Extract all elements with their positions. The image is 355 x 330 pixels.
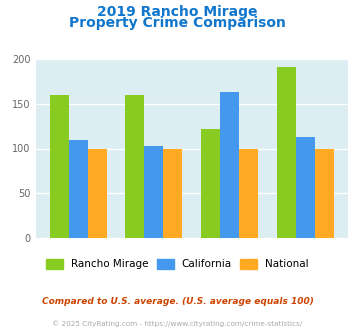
Text: © 2025 CityRating.com - https://www.cityrating.com/crime-statistics/: © 2025 CityRating.com - https://www.city… <box>53 320 302 327</box>
Bar <box>163 148 182 238</box>
Text: Compared to U.S. average. (U.S. average equals 100): Compared to U.S. average. (U.S. average … <box>42 297 313 306</box>
Bar <box>88 148 106 238</box>
Bar <box>296 137 315 238</box>
Bar <box>277 67 296 238</box>
Legend: Rancho Mirage, California, National: Rancho Mirage, California, National <box>42 255 313 274</box>
Bar <box>69 140 88 238</box>
Bar <box>201 129 220 238</box>
Bar <box>315 148 334 238</box>
Bar <box>144 146 163 238</box>
Bar <box>220 92 239 238</box>
Bar <box>125 95 144 238</box>
Text: Property Crime Comparison: Property Crime Comparison <box>69 16 286 30</box>
Text: 2019 Rancho Mirage: 2019 Rancho Mirage <box>97 5 258 19</box>
Bar <box>239 148 258 238</box>
Bar <box>50 95 69 238</box>
